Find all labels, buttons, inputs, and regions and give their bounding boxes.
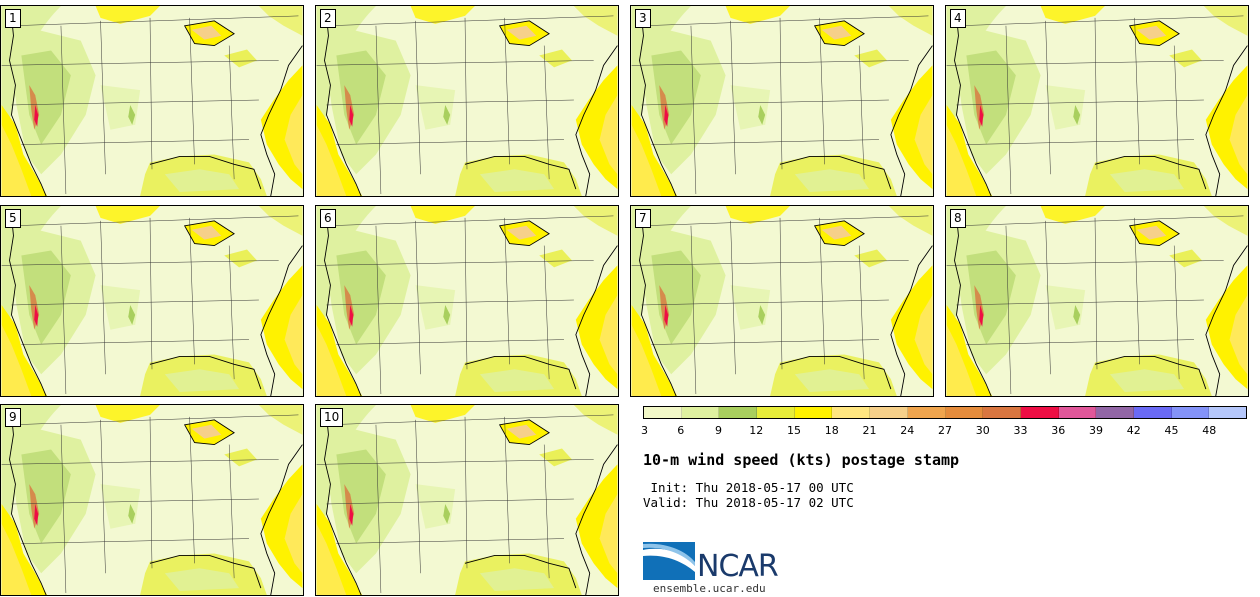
stamp-panel: 10 (315, 404, 619, 596)
stamp-number: 9 (5, 408, 21, 427)
init-time: Init: Thu 2018-05-17 00 UTC (643, 480, 854, 495)
site-url: ensemble.ucar.edu (653, 582, 766, 595)
colorbar-tick-label: 9 (715, 424, 722, 437)
stamp-panel: 4 (945, 5, 1249, 197)
stamp-panel: 5 (0, 205, 304, 397)
colorbar-swatch (1020, 407, 1059, 418)
wind-map (316, 206, 618, 396)
wind-map (946, 206, 1248, 396)
colorbar-tick-label: 24 (900, 424, 915, 437)
colorbar-tick-label: 45 (1164, 424, 1179, 437)
wind-map (1, 405, 303, 595)
stamp-number: 4 (950, 9, 966, 28)
stamp-number: 2 (320, 9, 336, 28)
colorbar-swatch (945, 407, 984, 418)
colorbar-swatch (1096, 407, 1134, 418)
valid-time: Valid: Thu 2018-05-17 02 UTC (643, 495, 854, 510)
colorbar-swatch (1133, 407, 1172, 418)
stamp-number: 5 (5, 209, 21, 228)
wind-map (316, 405, 618, 595)
colorbar-tick-label: 21 (862, 424, 877, 437)
colorbar-swatch (907, 407, 946, 418)
stamp-number: 10 (320, 408, 344, 427)
colorbar-tick-label: 30 (975, 424, 990, 437)
colorbar-swatch (1209, 407, 1246, 418)
colorbar-tick-label: 39 (1089, 424, 1103, 437)
colorbar-swatch (983, 407, 1021, 418)
stamp-panel: 6 (315, 205, 619, 397)
colorbar-tick-label: 6 (677, 424, 685, 437)
stamp-panel: 3 (630, 5, 934, 197)
stamp-number: 3 (635, 9, 651, 28)
logo-text: NCAR (697, 549, 779, 584)
colorbar-tick-label: 18 (824, 424, 839, 437)
stamp-panel: 8 (945, 205, 1249, 397)
colorbar-tick-label: 36 (1051, 424, 1066, 437)
colorbar-swatch (644, 407, 682, 418)
wind-map (316, 6, 618, 196)
colorbar-swatch (870, 407, 908, 418)
stamp-panel: 2 (315, 5, 619, 197)
colorbar-tick-label: 3 (641, 424, 648, 437)
wind-map (631, 6, 933, 196)
stamp-panel: 1 (0, 5, 304, 197)
stamp-number: 1 (5, 9, 21, 28)
colorbar-swatch (1058, 407, 1097, 418)
colorbar-tick-label: 48 (1202, 424, 1217, 437)
wind-map (1, 6, 303, 196)
colorbar-swatch (757, 407, 795, 418)
stamp-panel: 9 (0, 404, 304, 596)
colorbar-swatch (719, 407, 758, 418)
wind-map (1, 206, 303, 396)
stamp-number: 7 (635, 209, 651, 228)
colorbar-swatch (681, 407, 720, 418)
stamp-number: 8 (950, 209, 966, 228)
page-title: 10-m wind speed (kts) postage stamp (643, 451, 960, 469)
colorbar-tick-label: 12 (749, 424, 764, 437)
colorbar-tick-label: 33 (1013, 424, 1028, 437)
colorbar (643, 406, 1247, 419)
stamp-panel: 7 (630, 205, 934, 397)
colorbar-tick-label: 15 (787, 424, 801, 437)
wind-map (631, 206, 933, 396)
colorbar-swatch (832, 407, 871, 418)
colorbar-swatch (1171, 407, 1210, 418)
stamp-number: 6 (320, 209, 336, 228)
colorbar-tick-label: 42 (1126, 424, 1141, 437)
wind-map (946, 6, 1248, 196)
colorbar-tick-label: 27 (938, 424, 952, 437)
ncar-logo-icon (643, 542, 695, 580)
colorbar-labels: 3 6 9 12 15 18 21 24 27 30 33 36 39 42 45 48 (641, 424, 1247, 440)
colorbar-swatch (794, 407, 833, 418)
